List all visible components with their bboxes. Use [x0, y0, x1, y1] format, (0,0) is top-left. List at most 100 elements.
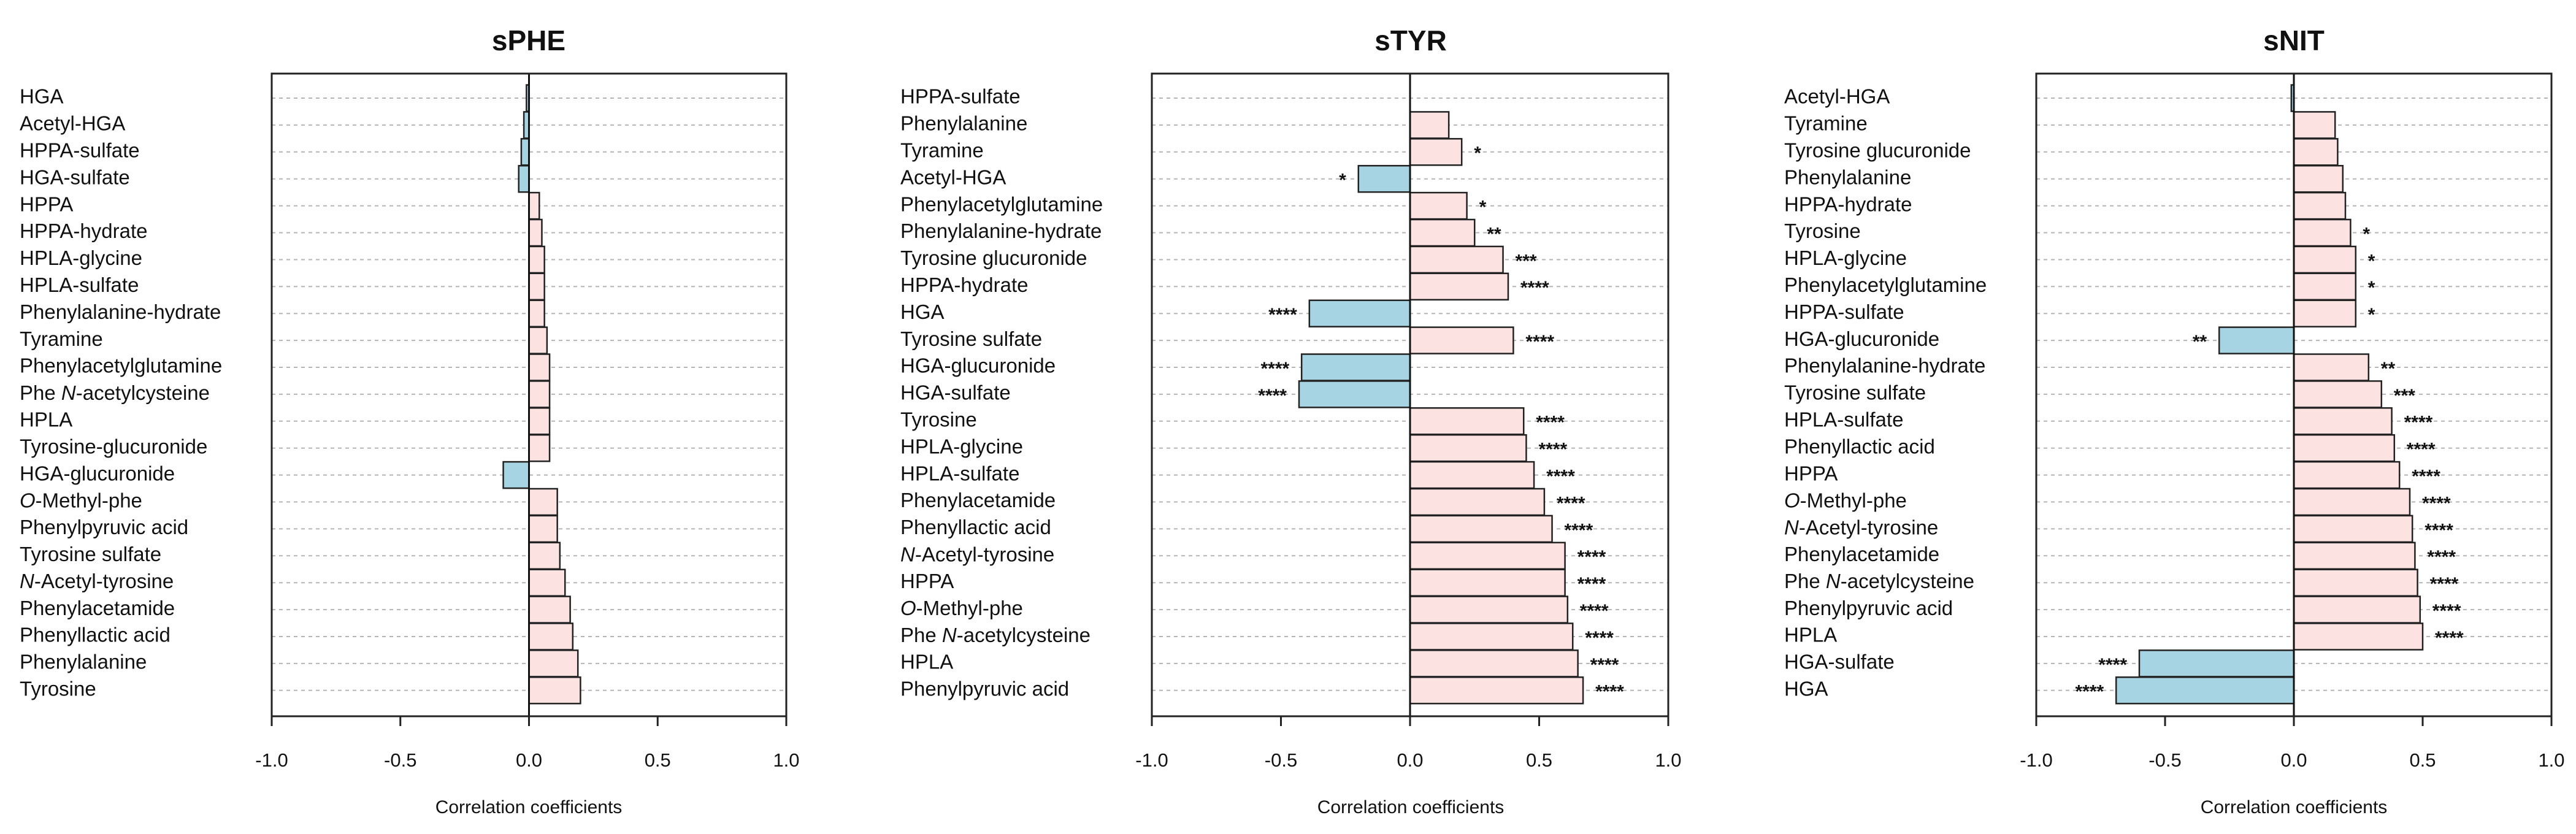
category-label: Tyrosine sulfate — [1784, 381, 1926, 404]
bar — [2293, 353, 2370, 381]
category-label: HGA-sulfate — [20, 166, 130, 188]
x-tick-label: -0.5 — [2149, 749, 2181, 771]
category-label: O-Methyl-phe — [1784, 489, 1907, 511]
category-label: HPPA-hydrate — [1784, 193, 1912, 215]
significance-label: **** — [2427, 547, 2456, 567]
category-label: O-Methyl-phe — [20, 489, 142, 511]
significance-label: **** — [2430, 574, 2459, 594]
bar — [528, 407, 551, 435]
bar — [1409, 488, 1546, 516]
x-tick-label: 0.0 — [516, 749, 542, 771]
category-label: Tyrosine sulfate — [900, 327, 1042, 350]
significance-label: **** — [1585, 628, 1614, 648]
category-label: Phenyllactic acid — [20, 624, 171, 646]
significance-label: * — [2368, 278, 2375, 298]
chart-panel-sphe: sPHE HGA Acetyl-HGA HPPA-sulfate HGA-sulfate… — [20, 25, 800, 817]
significance-label: **** — [1577, 547, 1606, 567]
bar — [2293, 138, 2339, 166]
bar — [528, 649, 579, 678]
bar — [1409, 541, 1566, 570]
significance-label: **** — [2432, 601, 2461, 621]
chart-panel-snit: sNIT Acetyl-HGA Tyramine Tyrosine glucuroni… — [1784, 25, 2565, 817]
bar — [2293, 164, 2344, 193]
bar — [2293, 622, 2424, 651]
significance-label: **** — [2422, 493, 2451, 513]
category-label: Acetyl-HGA — [900, 166, 1006, 188]
bar — [1409, 111, 1450, 139]
bar — [2293, 191, 2347, 220]
category-label: HPLA-glycine — [20, 247, 142, 269]
category-label: HPPA-hydrate — [20, 220, 147, 242]
category-label: Phe N-acetylcysteine — [20, 381, 210, 404]
category-label: Phenylalanine — [900, 112, 1027, 135]
category-label: Phenylalanine — [20, 651, 147, 673]
significance-label: * — [1339, 170, 1346, 191]
category-label: HPLA-sulfate — [20, 274, 139, 296]
category-label: HPPA-sulfate — [900, 85, 1021, 108]
significance-label: * — [1479, 197, 1487, 218]
significance-label: **** — [1536, 413, 1565, 433]
category-label: Tyrosine glucuronide — [900, 247, 1087, 269]
category-label: HPLA — [20, 408, 72, 431]
category-label: HPLA-glycine — [1784, 247, 1907, 269]
category-label: HPPA-hydrate — [900, 274, 1028, 296]
bar — [528, 622, 574, 651]
significance-label: *** — [1516, 251, 1537, 271]
category-label: Tyramine — [900, 139, 984, 162]
chart-title: sNIT — [2263, 25, 2325, 56]
significance-label: **** — [1580, 601, 1609, 621]
chart-panel-styr: sTYR HPPA-sulfate Phenylalanine Tyramine * Ac… — [900, 25, 1682, 817]
x-tick-label: 1.0 — [2538, 749, 2564, 771]
significance-label: **** — [1525, 332, 1554, 352]
category-label: Tyrosine sulfate — [20, 543, 161, 565]
category-label: N-Acetyl-tyrosine — [900, 543, 1054, 565]
bar — [528, 245, 545, 274]
significance-label: ** — [2193, 332, 2207, 352]
bar — [2293, 461, 2401, 489]
category-label: Phenyllactic acid — [1784, 435, 1935, 457]
category-label: Phenylpyruvic acid — [20, 516, 188, 538]
category-label: HPLA-sulfate — [900, 462, 1019, 484]
category-label: Acetyl-HGA — [20, 112, 125, 135]
bar — [1409, 245, 1504, 274]
significance-label: **** — [2425, 520, 2453, 540]
category-label: HPLA — [900, 651, 953, 673]
significance-label: **** — [2404, 413, 2433, 433]
category-label: HGA-glucuronide — [900, 354, 1056, 377]
category-label: Tyrosine glucuronide — [1784, 139, 1971, 162]
category-label: N-Acetyl-tyrosine — [20, 570, 174, 592]
x-tick-label: 1.0 — [1655, 749, 1681, 771]
significance-label: **** — [1577, 574, 1606, 594]
category-label: HPPA — [900, 570, 954, 592]
x-tick-label: 0.5 — [2409, 749, 2436, 771]
bar — [1409, 595, 1569, 624]
significance-label: ** — [2381, 359, 2396, 379]
category-label: Tyrosine — [1784, 220, 1861, 242]
significance-label: **** — [2098, 655, 2127, 675]
category-label: HPPA — [20, 193, 73, 215]
significance-label: **** — [1268, 305, 1297, 325]
bar — [528, 272, 545, 301]
bar — [528, 434, 551, 462]
significance-label: **** — [1565, 520, 1593, 540]
bar — [2293, 380, 2383, 408]
x-tick-label: 0.0 — [1397, 749, 1423, 771]
significance-label: **** — [2075, 682, 2104, 702]
bar — [528, 595, 571, 624]
x-tick-label: -1.0 — [255, 749, 288, 771]
category-label: HGA — [1784, 678, 1828, 700]
bar — [2115, 676, 2295, 705]
bar — [2218, 326, 2295, 354]
significance-label: **** — [1260, 359, 1289, 379]
x-axis-label: Correlation coefficients — [2201, 797, 2388, 817]
bar — [1298, 380, 1411, 408]
bar — [1409, 515, 1553, 543]
bar — [2293, 245, 2357, 274]
x-axis-label: Correlation coefficients — [435, 797, 623, 817]
category-label: Phenylalanine-hydrate — [20, 300, 221, 323]
category-label: HGA — [900, 300, 945, 323]
category-label: HGA-sulfate — [1784, 651, 1895, 673]
category-label: O-Methyl-phe — [900, 597, 1023, 619]
significance-label: **** — [1520, 278, 1549, 298]
